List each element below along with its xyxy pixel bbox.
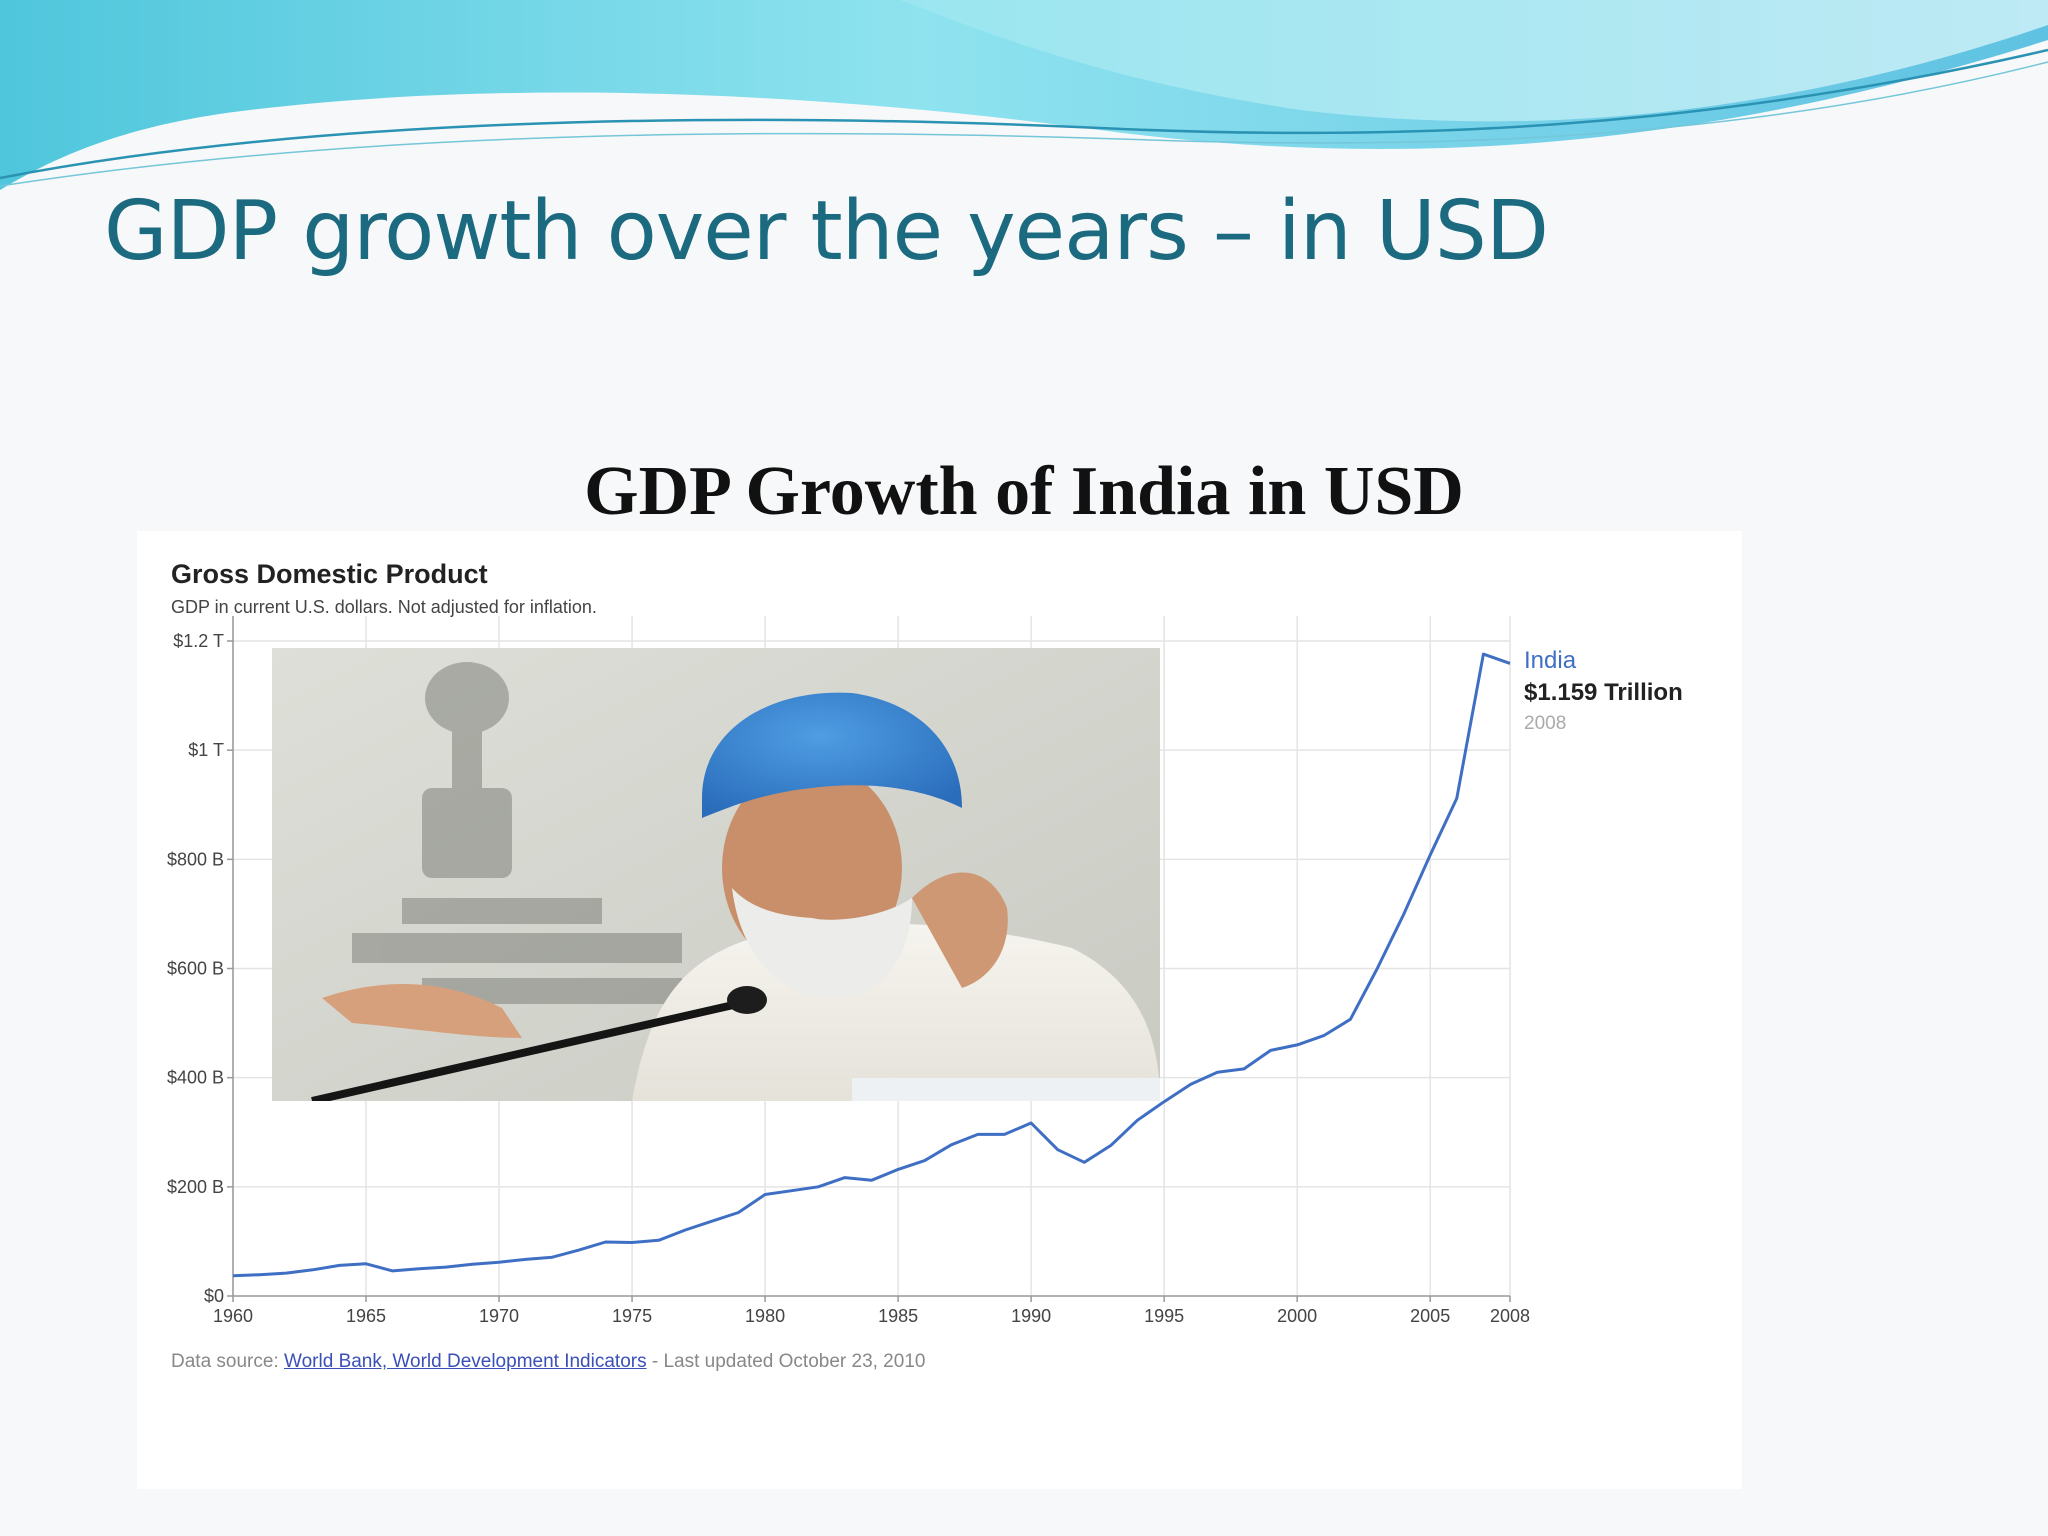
data-source-updated: - Last updated October 23, 2010 [651,1351,926,1372]
x-tick-label: 1960 [213,1306,253,1326]
series-line-india [232,652,1511,1278]
x-tick-label: 2000 [1277,1306,1317,1326]
chart-title: Gross Domestic Product [171,559,488,589]
tick-labels: $0 $200 B $400 B $600 B $800 B $1 T $1.2 T 1960… [167,631,1530,1326]
slide-title: GDP growth over the years – in USD [104,184,1549,279]
legend-latest-year: 2008 [1524,713,1567,734]
data-source-prefix: Data source: [171,1351,279,1372]
data-source: Data source: World Bank, World Developme… [171,1351,925,1373]
gdp-chart: Gross Domestic Product GDP in current U.… [137,531,1742,1489]
legend-latest-value: $1.159 Trillion [1524,679,1683,706]
x-tick-label: 2005 [1410,1306,1450,1326]
y-tick-label: $1.2 T [173,631,224,651]
x-tick-label: 1980 [745,1306,785,1326]
y-tick-label: $600 B [167,959,224,979]
legend-series-name: India [1524,647,1577,674]
y-tick-label: $1 T [188,740,224,760]
x-tick-label: 2008 [1490,1306,1530,1326]
x-tick-label: 1965 [346,1306,386,1326]
y-tick-label: $200 B [167,1177,224,1197]
x-tick-label: 1985 [878,1306,918,1326]
x-tick-label: 1975 [612,1306,652,1326]
series-india [232,652,1511,1278]
chart-subtitle: GDP in current U.S. dollars. Not adjuste… [171,597,597,617]
y-tick-label: $0 [204,1286,224,1306]
x-tick-label: 1995 [1144,1306,1184,1326]
y-tick-label: $800 B [167,849,224,869]
y-tick-label: $400 B [167,1068,224,1088]
chart-heading: GDP Growth of India in USD [584,453,1464,530]
header-wave-decoration [0,0,2048,190]
x-tick-label: 1970 [479,1306,519,1326]
axes [227,616,1511,1302]
photo-of-speaker [272,648,1160,1101]
data-source-link[interactable]: World Bank, World Development Indicators [284,1351,647,1372]
x-tick-label: 1990 [1011,1306,1051,1326]
